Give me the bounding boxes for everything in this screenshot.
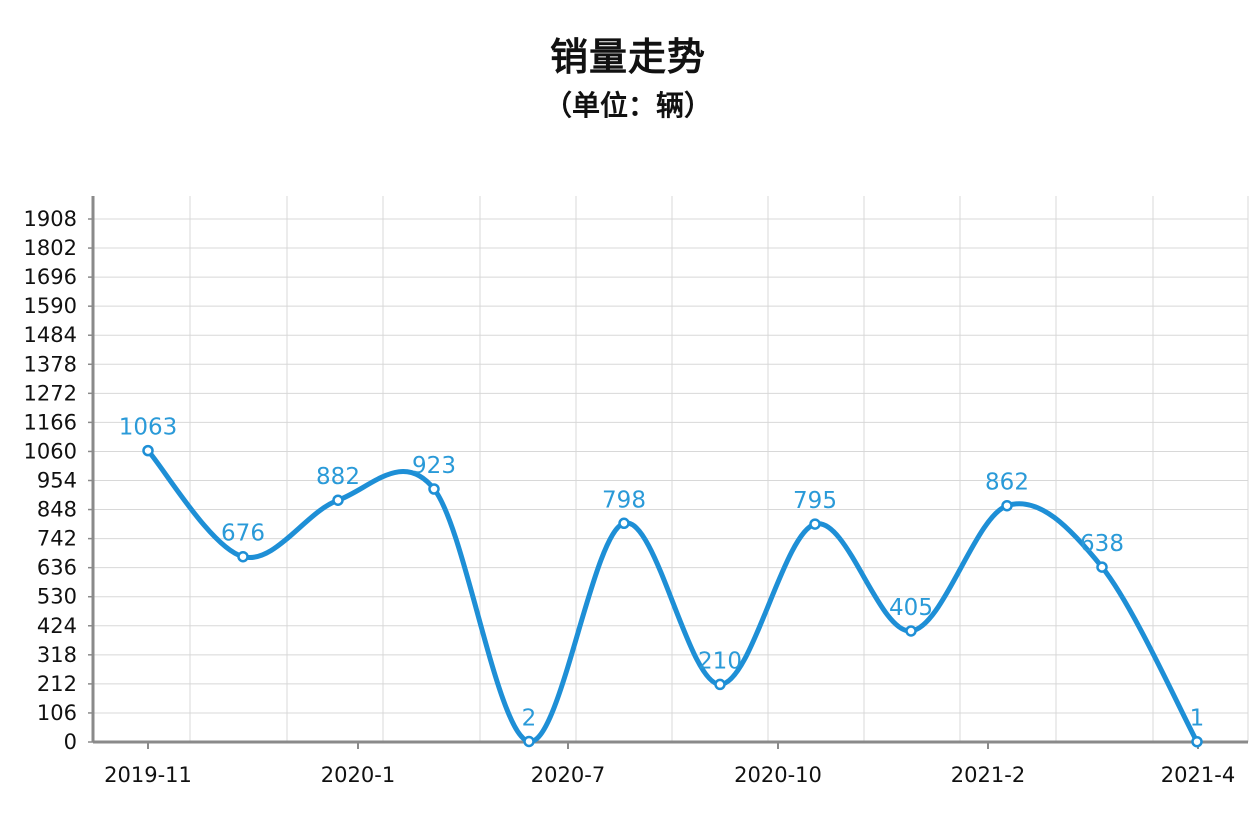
data-point (237, 550, 249, 563)
axes (91, 196, 1248, 744)
data-label: 923 (412, 453, 456, 479)
chart-subtitle: （单位：辆） (543, 89, 712, 122)
series-layer (142, 444, 1203, 748)
y-tick-label: 1378 (24, 352, 77, 376)
y-tick-label: 212 (37, 672, 77, 696)
data-point (428, 483, 440, 495)
data-point (142, 444, 154, 457)
x-tick-label: 2020-1 (321, 763, 395, 787)
y-tick-label: 0 (64, 730, 77, 754)
data-label: 882 (316, 464, 360, 490)
data-labels: 1063 676 882 923 2 798 210 795 405 862 638 1 (119, 415, 1205, 732)
data-label: 798 (602, 487, 646, 513)
x-tick-label: 2020-10 (734, 763, 822, 787)
data-label: 210 (698, 648, 742, 674)
y-tick-label: 1060 (24, 439, 77, 463)
data-label: 795 (793, 488, 837, 514)
x-tick-label: 2021-4 (1161, 763, 1235, 787)
data-point (523, 735, 535, 748)
y-tick-label: 1696 (24, 265, 77, 289)
y-tick-label: 1166 (24, 410, 77, 434)
y-tick-label: 106 (37, 701, 77, 725)
x-tick-label: 2020-7 (531, 763, 605, 787)
data-point (714, 678, 726, 691)
data-point (809, 518, 821, 530)
y-tick-label: 1908 (24, 207, 77, 231)
data-label: 1063 (119, 415, 178, 441)
x-tick-label: 2019-11 (104, 763, 192, 787)
y-tick-label: 954 (37, 469, 77, 493)
data-label: 638 (1080, 531, 1124, 557)
data-point (905, 625, 917, 637)
y-tick-label: 318 (37, 643, 77, 667)
data-label: 1 (1190, 706, 1205, 732)
chart-title: 销量走势 (549, 35, 706, 79)
data-label: 676 (221, 521, 265, 547)
data-point (332, 494, 344, 506)
x-tick-labels: 2019-11 2020-1 2020-7 2020-10 2021-2 2021-4 (104, 742, 1235, 787)
data-point (1191, 735, 1203, 748)
y-tick-label: 1590 (24, 294, 77, 318)
data-point (1096, 561, 1108, 573)
y-tick-label: 636 (37, 556, 77, 580)
data-label: 862 (985, 470, 1029, 496)
y-tick-label: 742 (37, 527, 77, 551)
data-point (1001, 499, 1013, 512)
y-tick-labels: 0 106 212 318 424 530 636 742 848 954 1060 1166 1272… (24, 207, 93, 754)
y-tick-label: 424 (37, 614, 77, 638)
data-point (618, 517, 630, 530)
grid-lines (93, 196, 1249, 742)
y-tick-label: 530 (37, 585, 77, 609)
x-tick-label: 2021-2 (951, 763, 1025, 787)
y-tick-label: 1484 (24, 323, 77, 347)
y-tick-label: 1272 (24, 381, 77, 405)
data-label: 405 (889, 595, 933, 621)
y-tick-label: 1802 (24, 236, 77, 260)
data-label: 2 (522, 705, 537, 731)
y-tick-label: 848 (37, 498, 77, 522)
